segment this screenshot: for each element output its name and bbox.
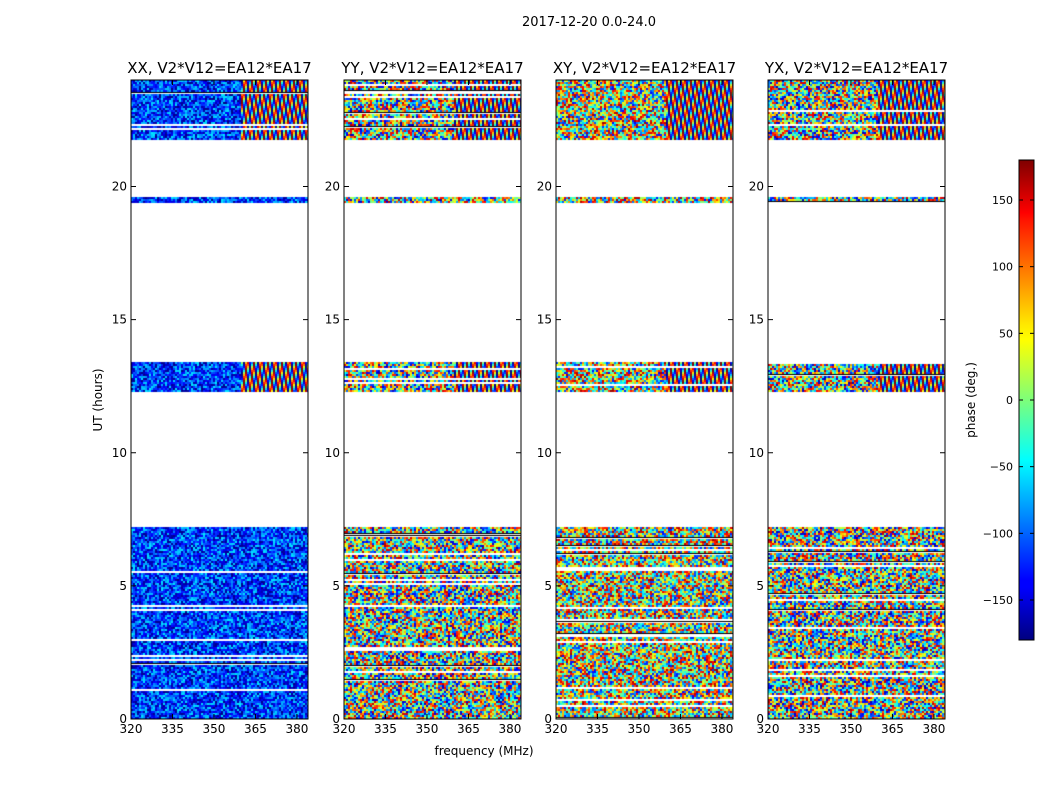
x-tick-label: 335 xyxy=(161,722,184,736)
panel-title: XY, V2*V12=EA12*EA17 xyxy=(553,59,736,77)
colorbar-tick-label: 50 xyxy=(999,327,1013,340)
panel-frame xyxy=(130,79,309,720)
panel-frame xyxy=(767,79,946,720)
x-tick-label: 365 xyxy=(244,722,267,736)
x-tick-label: 350 xyxy=(840,722,863,736)
x-tick-label: 320 xyxy=(545,722,568,736)
y-tick-label: 15 xyxy=(112,313,127,327)
panel-title: XX, V2*V12=EA12*EA17 xyxy=(127,59,311,77)
panel-yy: YY, V2*V12=EA12*EA17 320 335 350 365 380 0 5 10 1… xyxy=(325,59,524,736)
colorbar-tick-label: 100 xyxy=(992,261,1013,274)
y-tick-label: 10 xyxy=(537,446,552,460)
y-tick-label: 20 xyxy=(749,180,764,194)
y-axis-label: UT (hours) xyxy=(91,368,105,431)
y-tick-label: 15 xyxy=(749,313,764,327)
panel-xx: XX, V2*V12=EA12*EA17 320 335 350 365 380 0 5 10 1… xyxy=(112,59,312,736)
x-tick-label: 320 xyxy=(120,722,143,736)
x-tick-label: 365 xyxy=(881,722,904,736)
x-tick-label: 380 xyxy=(710,722,733,736)
x-tick-label: 335 xyxy=(798,722,821,736)
y-tick-label: 0 xyxy=(544,712,552,726)
heatmap-image-xx xyxy=(131,80,308,719)
y-tick-label: 20 xyxy=(325,180,340,194)
y-tick-label: 0 xyxy=(119,712,127,726)
x-tick-label: 350 xyxy=(416,722,439,736)
y-tick-label: 10 xyxy=(112,446,127,460)
y-tick-label: 15 xyxy=(325,313,340,327)
heatmap-image-xy xyxy=(556,80,733,719)
y-tick-label: 10 xyxy=(325,446,340,460)
colorbar-tick-label: 0 xyxy=(1006,394,1013,407)
y-tick-label: 5 xyxy=(756,579,764,593)
y-tick-label: 5 xyxy=(544,579,552,593)
colorbar-tick-label: 150 xyxy=(992,194,1013,207)
x-tick-label: 335 xyxy=(374,722,397,736)
colorbar-ticks: −150 −100 −50 0 50 100 150 xyxy=(983,194,1034,607)
x-tick-label: 380 xyxy=(285,722,308,736)
y-tick-label: 5 xyxy=(119,579,127,593)
x-tick-label: 350 xyxy=(628,722,651,736)
colorbar-tick-label: −100 xyxy=(983,527,1013,540)
y-tick-label: 0 xyxy=(332,712,340,726)
heatmap-panels: XX, V2*V12=EA12*EA17 320 335 350 365 380 0 5 10 1… xyxy=(112,59,948,736)
panel-frame xyxy=(555,79,734,720)
y-tick-label: 0 xyxy=(756,712,764,726)
x-tick-label: 365 xyxy=(457,722,480,736)
x-tick-label: 365 xyxy=(669,722,692,736)
panel-xy: XY, V2*V12=EA12*EA17 320 335 350 365 380 0 5 10 1… xyxy=(537,59,736,736)
phase-colorbar: −150 −100 −50 0 50 100 150 phase (deg.) xyxy=(964,159,1035,641)
colorbar-tick-label: −50 xyxy=(990,461,1013,474)
heatmap-image-yy xyxy=(344,80,521,719)
x-axis-label: frequency (MHz) xyxy=(434,744,533,758)
x-tick-label: 380 xyxy=(498,722,521,736)
panel-frame xyxy=(343,79,522,720)
x-tick-label: 335 xyxy=(586,722,609,736)
x-tick-label: 320 xyxy=(333,722,356,736)
x-tick-label: 350 xyxy=(203,722,226,736)
y-tick-label: 10 xyxy=(749,446,764,460)
y-tick-label: 15 xyxy=(537,313,552,327)
figure-suptitle: 2017-12-20 0.0-24.0 xyxy=(522,15,656,30)
x-tick-label: 320 xyxy=(757,722,780,736)
panel-yx: YX, V2*V12=EA12*EA17 320 335 350 365 380 0 5 10 1… xyxy=(749,59,948,736)
colorbar-tick-label: −150 xyxy=(983,594,1013,607)
x-tick-label: 380 xyxy=(922,722,945,736)
panel-title: YX, V2*V12=EA12*EA17 xyxy=(764,59,948,77)
y-tick-label: 5 xyxy=(332,579,340,593)
y-tick-label: 20 xyxy=(537,180,552,194)
colorbar-label: phase (deg.) xyxy=(964,362,978,438)
panel-title: YY, V2*V12=EA12*EA17 xyxy=(340,59,523,77)
y-tick-label: 20 xyxy=(112,180,127,194)
heatmap-image-yx xyxy=(768,80,945,719)
